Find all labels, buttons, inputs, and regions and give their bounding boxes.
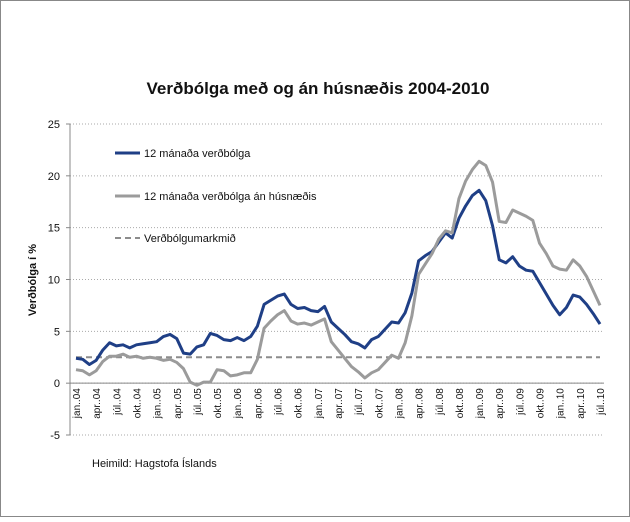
y-tick-label: 0 bbox=[54, 378, 60, 390]
legend-label: 12 mánaða verðbólga bbox=[144, 148, 251, 160]
legend-label: Verðbólgumarkmið bbox=[144, 233, 236, 245]
y-tick-label: 25 bbox=[48, 119, 60, 131]
x-tick-label: júl..07 bbox=[354, 388, 365, 416]
x-tick-label: jan..05 bbox=[153, 388, 164, 419]
x-tick-label: okt..07 bbox=[374, 388, 385, 418]
x-tick-label: apr..05 bbox=[173, 388, 184, 419]
x-tick-label: okt..08 bbox=[455, 388, 466, 418]
y-tick-label: -5 bbox=[50, 430, 60, 442]
x-tick-label: okt..09 bbox=[536, 388, 547, 418]
x-tick-label: okt..05 bbox=[213, 388, 224, 418]
x-tick-label: júl..08 bbox=[435, 388, 446, 416]
x-tick-label: apr..06 bbox=[253, 388, 264, 419]
x-tick-label: júl..10 bbox=[596, 388, 607, 416]
x-tick-label: jan..04 bbox=[72, 388, 83, 419]
y-axis-label: Verðbólga í % bbox=[27, 244, 39, 316]
x-tick-label: jan..10 bbox=[556, 388, 567, 419]
x-tick-label: apr..09 bbox=[495, 388, 506, 419]
source-note: Heimild: Hagstofa Íslands bbox=[92, 457, 217, 470]
x-tick-label: júl..09 bbox=[515, 388, 526, 416]
x-tick-label: júl..06 bbox=[274, 388, 285, 416]
x-tick-label: jan..08 bbox=[394, 388, 405, 419]
x-tick-label: jan..06 bbox=[233, 388, 244, 419]
x-tick-label: júl..04 bbox=[112, 388, 123, 416]
x-tick-label: apr..04 bbox=[92, 388, 103, 419]
x-tick-label: jan..07 bbox=[314, 388, 325, 419]
x-tick-label: apr..07 bbox=[334, 388, 345, 419]
x-tick-label: okt..06 bbox=[294, 388, 305, 418]
series-line bbox=[75, 188, 602, 367]
x-tick-label: apr..08 bbox=[415, 388, 426, 419]
series-line bbox=[75, 159, 602, 387]
x-tick-label: okt..04 bbox=[132, 388, 143, 418]
x-tick-label: jan..09 bbox=[475, 388, 486, 419]
y-tick-label: 5 bbox=[54, 326, 60, 338]
chart-title: Verðbólga með og án húsnæðis 2004-2010 bbox=[147, 79, 490, 98]
y-tick-label: 20 bbox=[48, 171, 60, 183]
y-tick-label: 10 bbox=[48, 275, 60, 287]
y-tick-label: 15 bbox=[48, 223, 60, 235]
legend-label: 12 mánaða verðbólga án húsnæðis bbox=[144, 191, 317, 203]
x-tick-label: júl..05 bbox=[193, 388, 204, 416]
x-tick-label: apr..10 bbox=[576, 388, 587, 419]
